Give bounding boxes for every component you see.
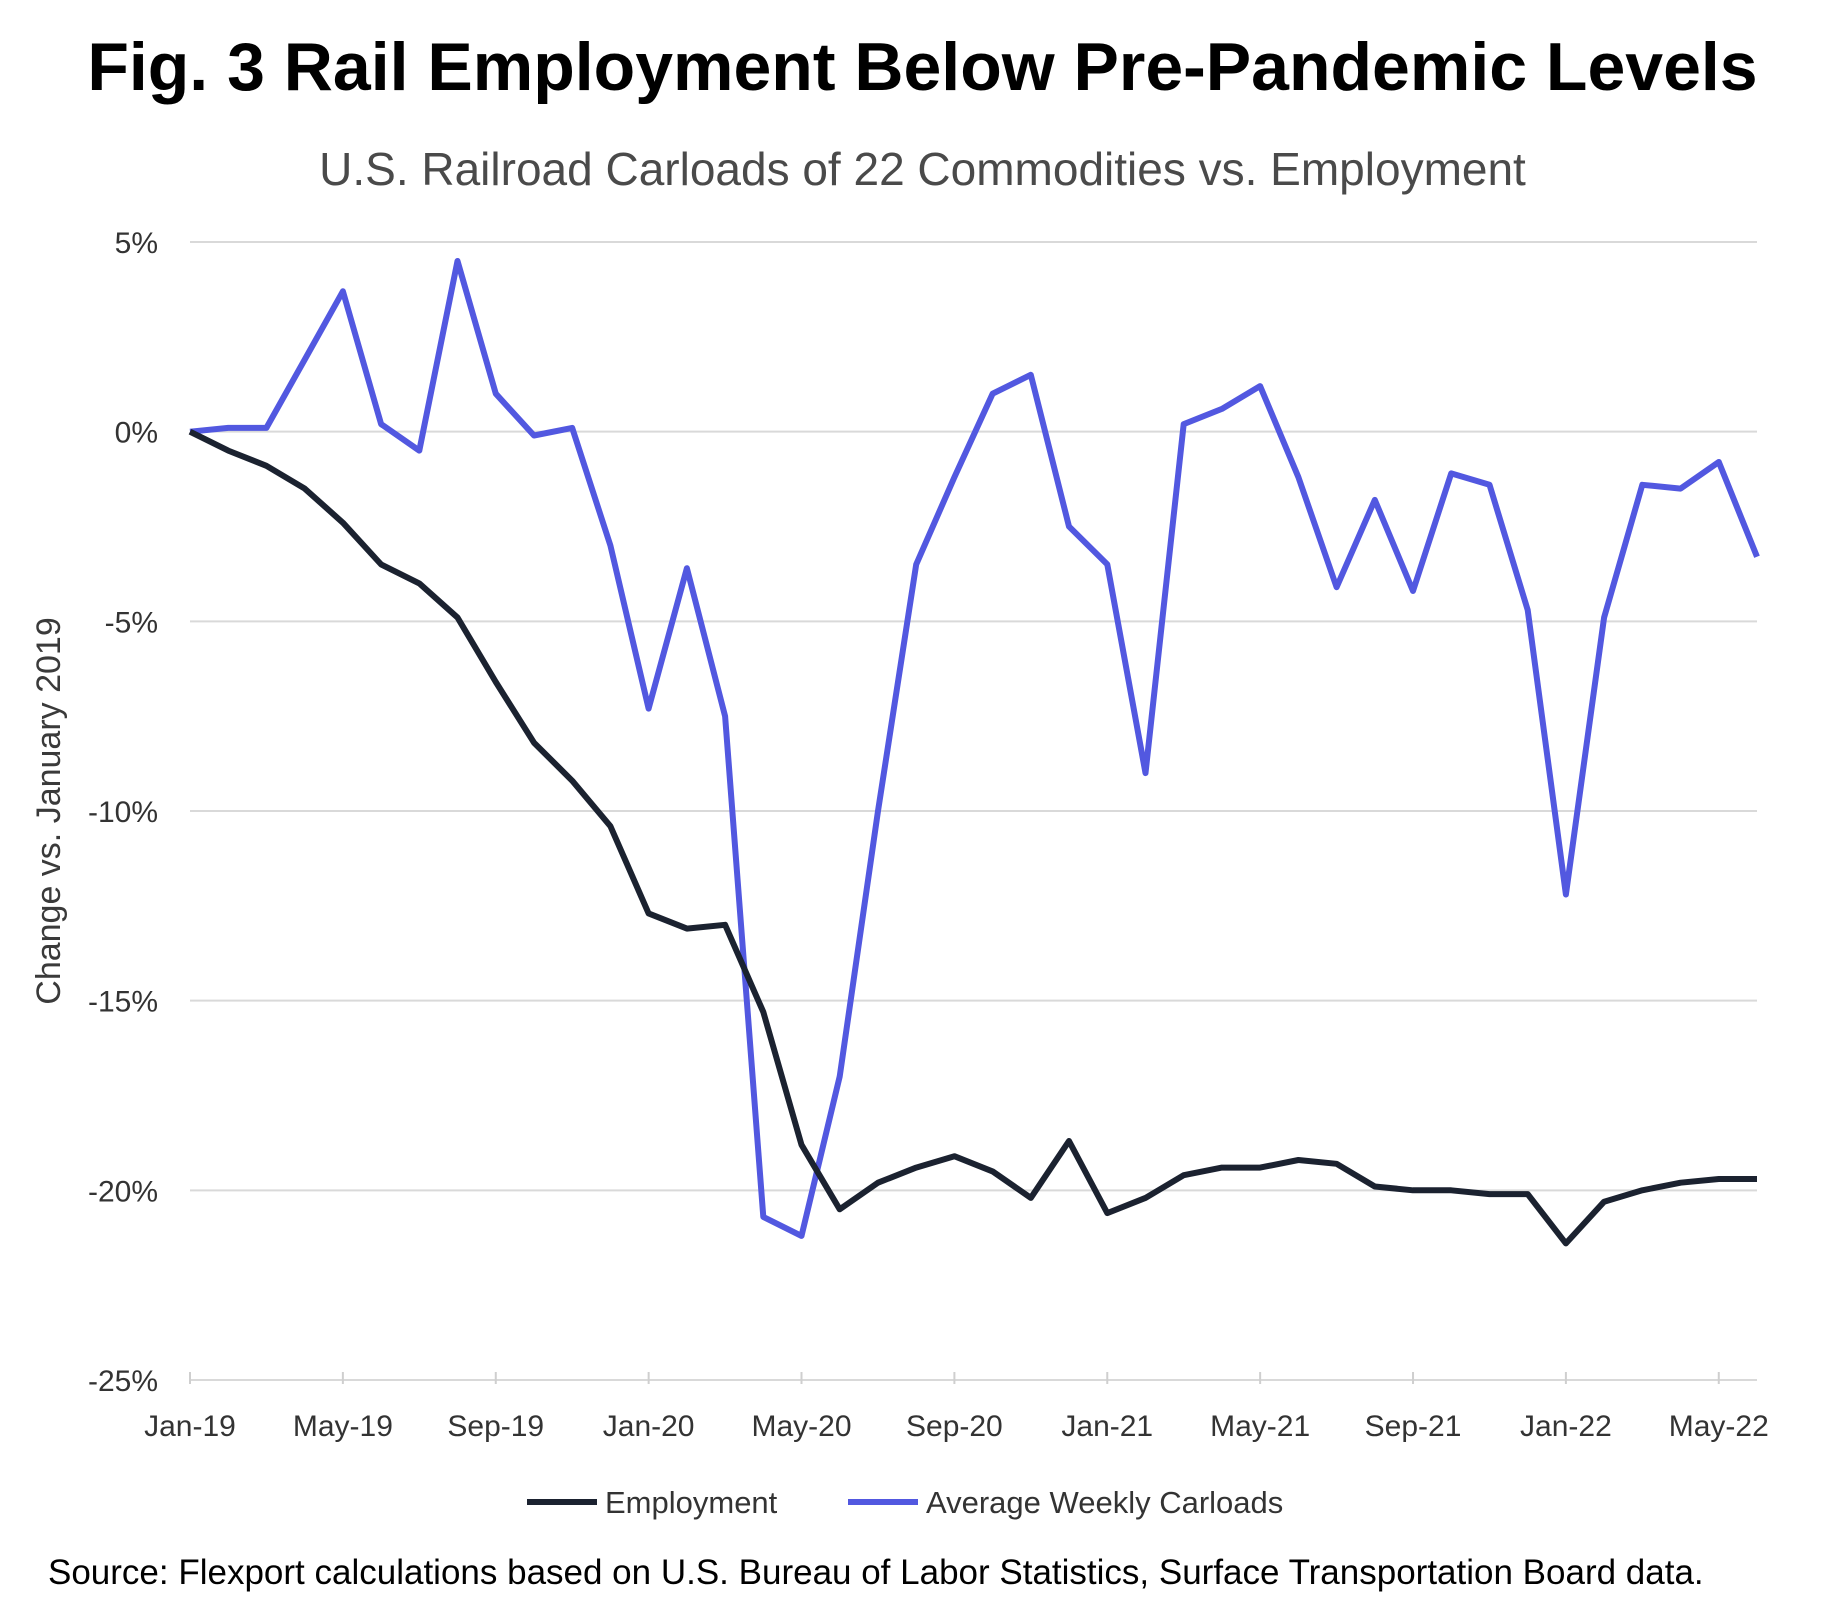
x-tick-label: Jan-19	[144, 1410, 236, 1443]
y-tick-label: 0%	[115, 417, 158, 450]
x-tick-label: Jan-21	[1061, 1410, 1153, 1443]
gridlines	[190, 241, 1757, 1381]
y-axis-label: Change vs. January 2019	[30, 617, 68, 1004]
x-tick-label: Sep-20	[906, 1410, 1003, 1443]
legend: Employment Average Weekly Carloads	[527, 1485, 1283, 1520]
legend-label-average-weekly-carloads: Average Weekly Carloads	[926, 1485, 1283, 1520]
x-tick-label: May-19	[293, 1410, 393, 1443]
line-chart: 5% 0% -5% -10% -15% -20% -25% Jan-19 May-19 Sep-…	[30, 227, 1769, 1520]
x-tick-label: May-22	[1669, 1410, 1769, 1443]
x-tick-label: Sep-19	[447, 1410, 544, 1443]
y-tick-label: -10%	[88, 796, 158, 829]
x-tick-label: May-21	[1210, 1410, 1310, 1443]
average-weekly-carloads-line	[189, 258, 1760, 1239]
x-axis-ticks: Jan-19 May-19 Sep-19 Jan-20 May-20 Sep-20 Jan-…	[144, 1372, 1769, 1443]
y-axis-ticks: 5% 0% -5% -10% -15% -20% -25%	[88, 227, 158, 1398]
legend-label-employment: Employment	[605, 1485, 778, 1520]
x-tick-label: May-20	[751, 1410, 851, 1443]
x-tick-label: Sep-21	[1365, 1410, 1462, 1443]
y-tick-label: -5%	[105, 606, 158, 639]
x-tick-label: Jan-22	[1520, 1410, 1612, 1443]
employment-line	[188, 429, 1757, 1247]
x-tick-label: Jan-20	[603, 1410, 695, 1443]
chart-title: Fig. 3 Rail Employment Below Pre-Pandemi…	[87, 29, 1758, 105]
y-tick-label: -20%	[88, 1175, 158, 1208]
y-tick-label: -15%	[88, 986, 158, 1019]
chart-subtitle: U.S. Railroad Carloads of 22 Commodities…	[319, 143, 1526, 195]
y-tick-label: 5%	[115, 227, 158, 260]
series-lines	[188, 258, 1760, 1247]
y-tick-label: -25%	[88, 1365, 158, 1398]
source-note: Source: Flexport calculations based on U…	[48, 1553, 1704, 1592]
